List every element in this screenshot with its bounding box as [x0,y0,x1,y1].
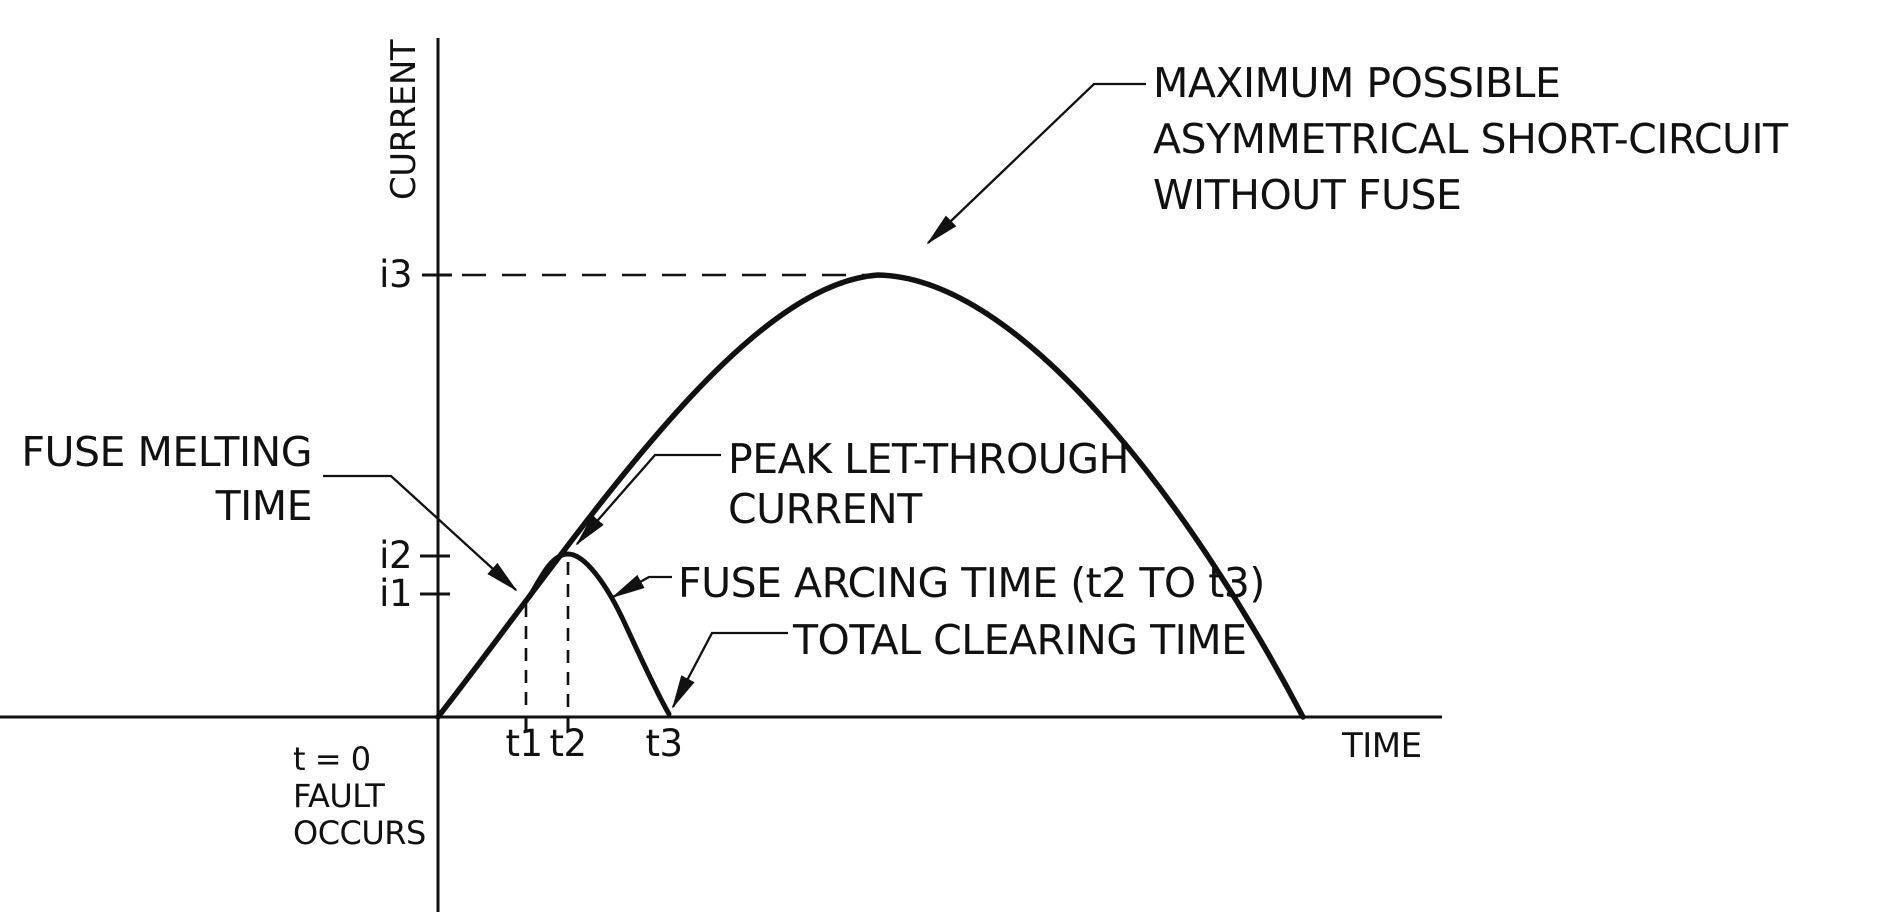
y-axis-title: CURRENT [384,39,424,201]
fuse-arcing-annotation: FUSE ARCING TIME (t2 TO t3) [678,559,1265,607]
y-tick-label-i1: i1 [379,572,412,615]
peak-let-through-line-1: PEAK LET-THROUGH [728,435,1129,483]
y-tick-label-i3: i3 [379,253,412,296]
fuse-melting-line-1: FUSE MELTING [21,428,312,476]
fuse-melting-leader-arrow [323,474,518,592]
total-clearing-annotation: TOTAL CLEARING TIME [793,616,1247,664]
x-tick-label-t2: t2 [549,722,587,765]
peak-let-through-line-2: CURRENT [728,485,922,533]
x-tick-label-t3: t3 [645,722,683,765]
fuse-arcing-leader-arrow [611,574,672,599]
fuse-melting-annotation: FUSE MELTING TIME [0,425,312,533]
x-axis-title: TIME [1342,726,1422,766]
origin-note-line-3: OCCURS [293,814,426,852]
peak-let-through-leader-arrow [575,453,721,546]
origin-note-line-1: t = 0 [293,740,371,778]
origin-note-line-2: FAULT [293,777,385,815]
max-asym-annotation: MAXIMUM POSSIBLE ASYMMETRICAL SHORT-CIRC… [1153,55,1788,223]
max-asym-line-2: ASYMMETRICAL SHORT-CIRCUIT [1153,115,1788,163]
y-tick-label-i2: i2 [379,534,412,577]
let-through-current-curve [527,551,672,717]
fuse-melting-line-2: TIME [215,482,313,530]
x-tick-label-t1: t1 [505,722,543,765]
total-clearing-leader-arrow [671,631,788,709]
max-asym-leader-arrow [926,82,1146,245]
max-asym-line-3: WITHOUT FUSE [1153,171,1462,219]
max-asym-line-1: MAXIMUM POSSIBLE [1153,59,1561,107]
origin-note: t = 0 FAULT OCCURS [293,741,426,852]
peak-let-through-annotation: PEAK LET-THROUGH CURRENT [728,434,1129,534]
